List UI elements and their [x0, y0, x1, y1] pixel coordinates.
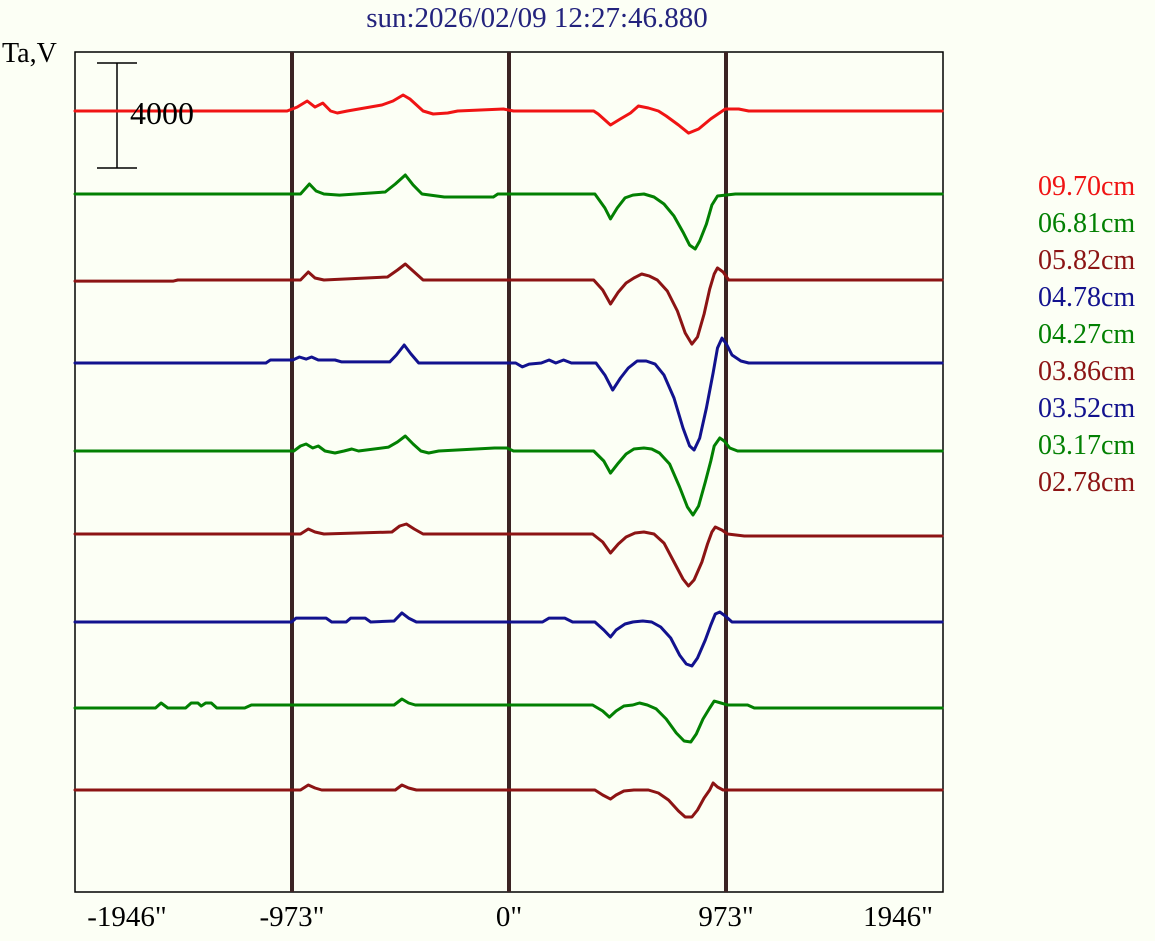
- x-tick-label: -973": [259, 901, 325, 933]
- legend-item: 03.86cm: [1038, 356, 1136, 387]
- trace-03.86cm: [73, 522, 944, 588]
- chart-title: sun:2026/02/09 12:27:46.880: [366, 2, 708, 34]
- x-tick-label: -1946": [87, 901, 167, 933]
- legend-item: 03.17cm: [1038, 430, 1136, 461]
- y-axis-label: Ta,V: [2, 38, 57, 69]
- trace-03.17cm: [73, 697, 944, 744]
- legend-item: 02.78cm: [1038, 467, 1136, 498]
- scan-traces: [73, 93, 944, 819]
- reference-vlines: [290, 52, 728, 892]
- wavelength-legend: 09.70cm 06.81cm 05.82cm 04.78cm 04.27cm …: [1038, 168, 1135, 501]
- legend-item: 05.82cm: [1038, 245, 1136, 276]
- trace-03.52cm: [73, 610, 944, 668]
- legend-item: 03.52cm: [1038, 393, 1136, 424]
- legend-item: 06.81cm: [1038, 208, 1136, 239]
- trace-05.82cm: [73, 262, 944, 346]
- x-tick-label: 973": [698, 901, 754, 933]
- x-tick-label: 1946": [863, 901, 933, 933]
- trace-04.78cm: [73, 336, 944, 452]
- trace-04.27cm: [73, 434, 944, 517]
- legend-item: 04.27cm: [1038, 319, 1136, 350]
- legend-item: 04.78cm: [1038, 282, 1136, 313]
- trace-02.78cm: [73, 781, 944, 819]
- trace-09.70cm: [73, 93, 944, 135]
- legend-item: 09.70cm: [1038, 171, 1136, 202]
- x-tick-label: 0": [495, 901, 523, 933]
- scalebar-value-label: 4000: [130, 95, 194, 131]
- trace-06.81cm: [73, 173, 944, 251]
